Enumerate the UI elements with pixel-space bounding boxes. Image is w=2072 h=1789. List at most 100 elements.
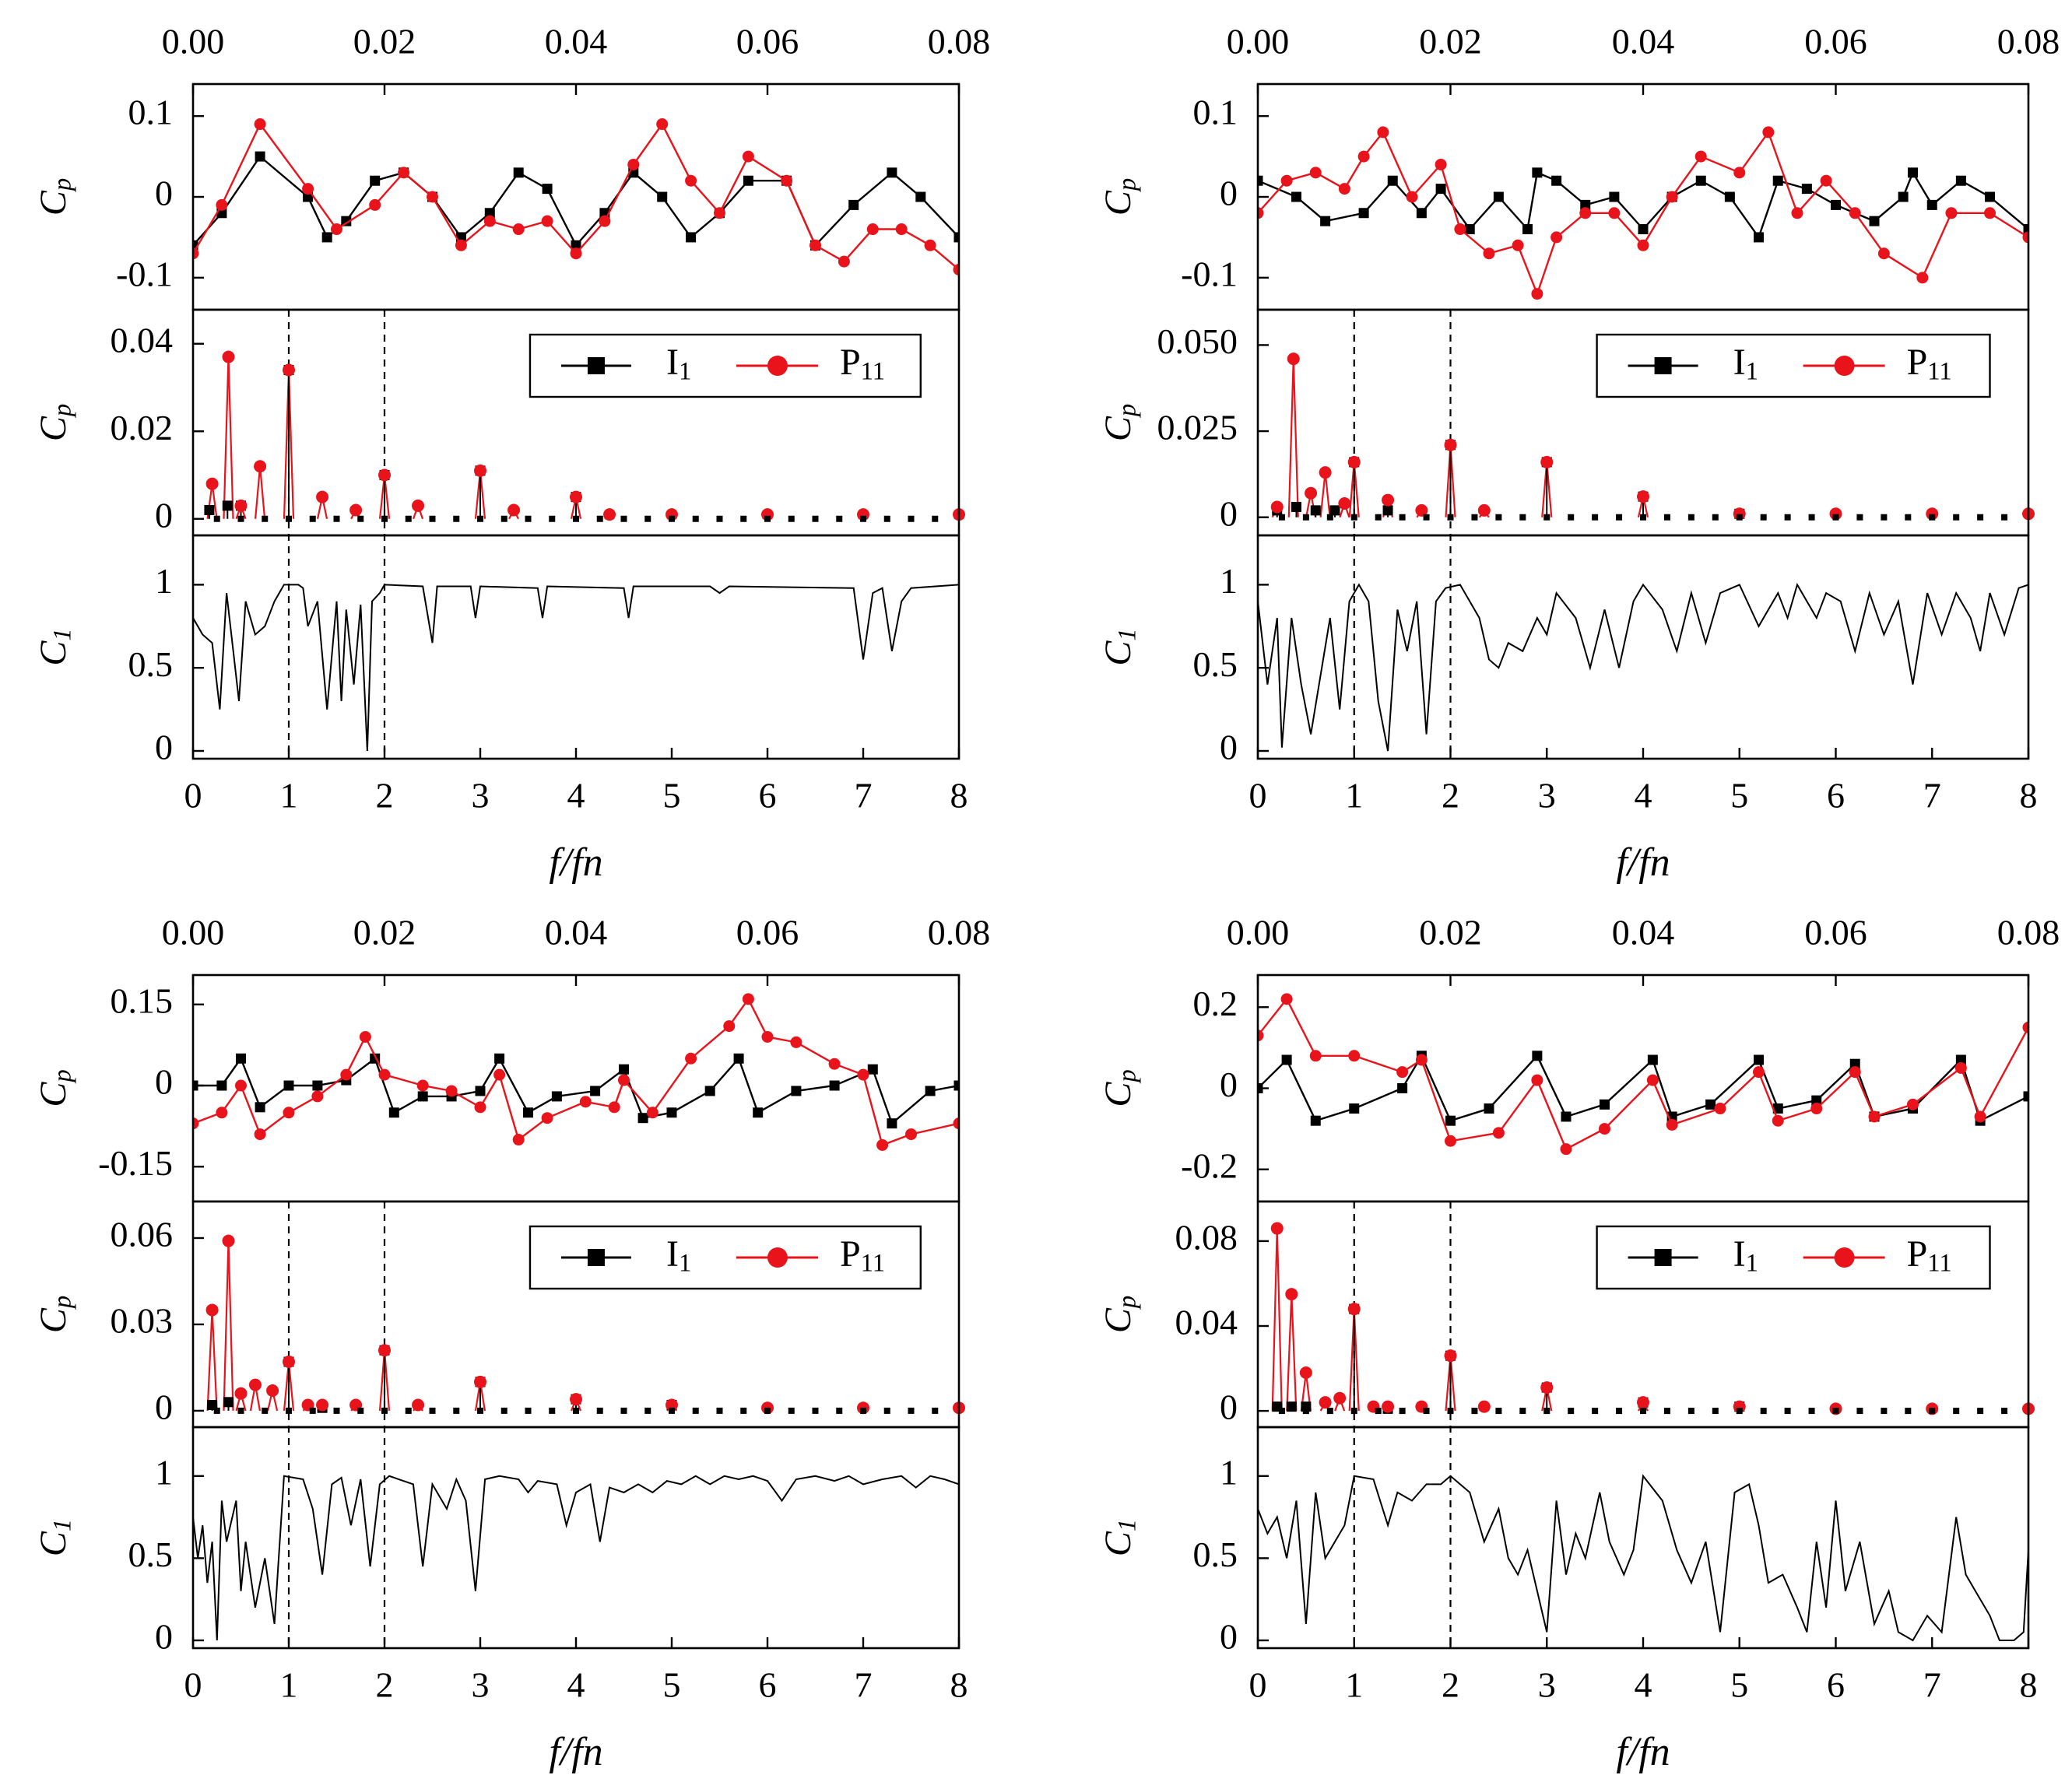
bottom-x-tick-label: 2 xyxy=(376,776,394,816)
point-P11 xyxy=(340,1068,353,1081)
y-tick-label: 0.2 xyxy=(1193,984,1238,1023)
baseline-marker xyxy=(1640,514,1646,521)
baseline-marker xyxy=(812,1407,819,1414)
point-P11 xyxy=(1338,183,1350,195)
point-I1 xyxy=(193,240,198,251)
coherence-line xyxy=(192,584,960,752)
bottom-x-tick-label: 0 xyxy=(1249,776,1267,816)
point-I1 xyxy=(417,1091,428,1102)
subplot-frame xyxy=(191,1426,960,1650)
point-P11 xyxy=(193,247,199,260)
point-I1 xyxy=(1493,191,1504,202)
baseline-marker xyxy=(1881,514,1888,521)
top-x-tick-label: 0.06 xyxy=(1804,22,1867,61)
point-P11 xyxy=(646,1107,658,1119)
baseline-marker xyxy=(1760,1408,1767,1415)
baseline-marker xyxy=(237,1407,244,1414)
point-P11 xyxy=(455,239,467,251)
y-axis-label: Cp xyxy=(1097,1296,1142,1333)
legend-label-P11: P11 xyxy=(840,342,885,386)
y-axis-label: C1 xyxy=(33,1519,77,1556)
baseline-marker xyxy=(692,515,699,522)
baseline-marker xyxy=(573,515,579,522)
point-P11 xyxy=(416,1079,429,1092)
point-P11 xyxy=(483,215,496,227)
point-P11 xyxy=(474,1101,486,1114)
baseline-marker xyxy=(237,515,244,522)
baseline-marker xyxy=(1302,514,1309,521)
point-I1 xyxy=(1580,199,1591,210)
point-P11 xyxy=(781,174,793,187)
point-P11 xyxy=(378,468,391,482)
y-tick-label: 0.06 xyxy=(111,1215,174,1254)
legend-marker-I1 xyxy=(1654,357,1672,374)
point-P11 xyxy=(205,1303,219,1317)
baseline-marker xyxy=(525,1407,532,1414)
point-P11 xyxy=(1849,1066,1861,1079)
point-P11 xyxy=(1357,150,1370,163)
baseline-marker xyxy=(477,515,483,522)
point-P11 xyxy=(953,263,959,275)
point-I1 xyxy=(733,1053,744,1064)
baseline-marker xyxy=(740,1407,747,1414)
baseline-marker xyxy=(1399,1408,1406,1415)
point-P11 xyxy=(512,223,525,236)
point-P11 xyxy=(512,1134,525,1146)
legend-label-P11: P11 xyxy=(840,1233,885,1278)
point-I1 xyxy=(542,184,553,195)
coherence-subplot: 1 0.5 0 C1 xyxy=(33,534,960,767)
baseline-marker xyxy=(333,515,340,522)
point-P11 xyxy=(1877,247,1890,260)
bottom-x-tick-label: 7 xyxy=(1923,776,1941,816)
y-axis-label: C1 xyxy=(1097,1519,1142,1556)
y-tick-label: -0.1 xyxy=(116,254,173,293)
point-I1 xyxy=(1329,505,1340,516)
point-I1 xyxy=(2023,1091,2028,1102)
point-I1 xyxy=(1258,175,1263,186)
point-I1 xyxy=(867,1064,878,1075)
baseline-marker xyxy=(1929,1408,1936,1415)
point-P11 xyxy=(1347,455,1361,468)
legend-label-I1: I1 xyxy=(666,342,691,386)
legend-marker-I1 xyxy=(1654,1249,1672,1266)
point-P11 xyxy=(1347,1303,1361,1316)
peak-P11 xyxy=(1319,472,1331,517)
bottom-x-tick-label: 8 xyxy=(2020,1665,2038,1705)
point-P11 xyxy=(1820,174,1832,187)
point-P11 xyxy=(1258,1030,1264,1042)
baseline-marker xyxy=(836,515,843,522)
coherence-line xyxy=(192,1475,960,1641)
point-I1 xyxy=(475,1086,486,1096)
point-I1 xyxy=(848,199,859,210)
point-I1 xyxy=(925,1086,936,1096)
point-P11 xyxy=(1406,191,1418,203)
point-I1 xyxy=(204,505,215,515)
point-P11 xyxy=(1945,207,1958,219)
point-P11 xyxy=(1477,1400,1491,1413)
point-I1 xyxy=(1522,224,1533,235)
point-P11 xyxy=(579,1096,592,1108)
point-P11 xyxy=(1560,1143,1572,1156)
point-I1 xyxy=(1464,224,1475,235)
point-P11 xyxy=(1492,1127,1505,1139)
top-x-tick-label: 0.02 xyxy=(1419,22,1482,61)
point-I1 xyxy=(1281,1054,1292,1065)
top-x-tick-label: 0.08 xyxy=(1997,22,2060,61)
point-P11 xyxy=(599,215,611,227)
baseline-marker xyxy=(549,1407,556,1414)
point-P11 xyxy=(1666,191,1678,203)
point-I1 xyxy=(1358,208,1369,219)
point-P11 xyxy=(1258,207,1264,219)
y-tick-label: 0.04 xyxy=(1175,1303,1238,1342)
point-I1 xyxy=(1258,1083,1263,1093)
baseline-marker xyxy=(525,515,532,522)
baseline-marker xyxy=(1977,1408,1984,1415)
point-P11 xyxy=(216,198,228,211)
point-I1 xyxy=(1985,191,1995,202)
point-I1 xyxy=(1926,199,1937,210)
top-x-tick-label: 0.06 xyxy=(736,913,799,952)
top-x-tick-label: 0.04 xyxy=(1612,22,1675,61)
point-I1 xyxy=(1705,1099,1716,1110)
